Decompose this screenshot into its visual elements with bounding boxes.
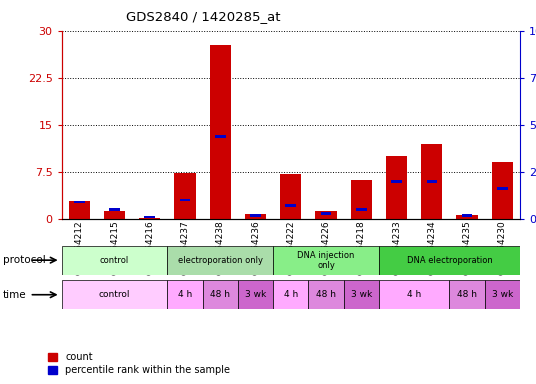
Text: DNA electroporation: DNA electroporation	[406, 256, 492, 265]
Bar	[379, 246, 520, 275]
Bar	[215, 135, 226, 137]
Bar	[457, 215, 478, 219]
Text: GDS2840 / 1420285_at: GDS2840 / 1420285_at	[126, 10, 281, 23]
Text: 3 wk: 3 wk	[245, 290, 266, 299]
Bar	[391, 180, 402, 183]
Bar	[386, 156, 407, 219]
Bar	[238, 280, 273, 309]
Text: 4 h: 4 h	[178, 290, 192, 299]
Bar	[203, 280, 238, 309]
Bar	[497, 187, 508, 190]
Bar	[250, 214, 261, 217]
Bar	[74, 200, 85, 204]
Bar	[273, 246, 379, 275]
Bar	[316, 211, 337, 219]
Bar	[356, 208, 367, 211]
Bar	[210, 45, 231, 219]
Text: DNA injection
only: DNA injection only	[297, 251, 355, 270]
Legend: count, percentile rank within the sample: count, percentile rank within the sample	[48, 353, 230, 375]
Bar	[344, 280, 379, 309]
Bar	[174, 173, 196, 219]
Bar	[145, 215, 155, 218]
Bar	[286, 204, 296, 207]
Bar	[180, 199, 190, 202]
Bar	[492, 162, 513, 219]
Text: control: control	[99, 290, 130, 299]
Bar	[449, 280, 485, 309]
Text: 48 h: 48 h	[457, 290, 477, 299]
Bar	[62, 246, 167, 275]
Text: control: control	[100, 256, 129, 265]
Text: time: time	[3, 290, 26, 300]
Text: 4 h: 4 h	[407, 290, 421, 299]
Bar	[461, 214, 472, 217]
Bar	[245, 214, 266, 219]
Text: 48 h: 48 h	[210, 290, 230, 299]
Text: 4 h: 4 h	[284, 290, 298, 299]
Bar	[62, 280, 167, 309]
Bar	[421, 144, 442, 219]
Bar	[139, 218, 160, 219]
Bar	[485, 280, 520, 309]
Bar	[280, 174, 301, 219]
Bar	[104, 211, 125, 219]
Bar	[351, 180, 372, 219]
Text: 3 wk: 3 wk	[351, 290, 372, 299]
Text: 3 wk: 3 wk	[492, 290, 513, 299]
Bar	[321, 212, 331, 215]
Bar	[273, 280, 308, 309]
Bar	[167, 246, 273, 275]
Bar	[167, 280, 203, 309]
Text: electroporation only: electroporation only	[178, 256, 263, 265]
Bar	[109, 208, 120, 211]
Bar	[308, 280, 344, 309]
Text: protocol: protocol	[3, 255, 46, 265]
Bar	[427, 180, 437, 183]
Text: 48 h: 48 h	[316, 290, 336, 299]
Bar	[69, 201, 90, 219]
Bar	[379, 280, 449, 309]
